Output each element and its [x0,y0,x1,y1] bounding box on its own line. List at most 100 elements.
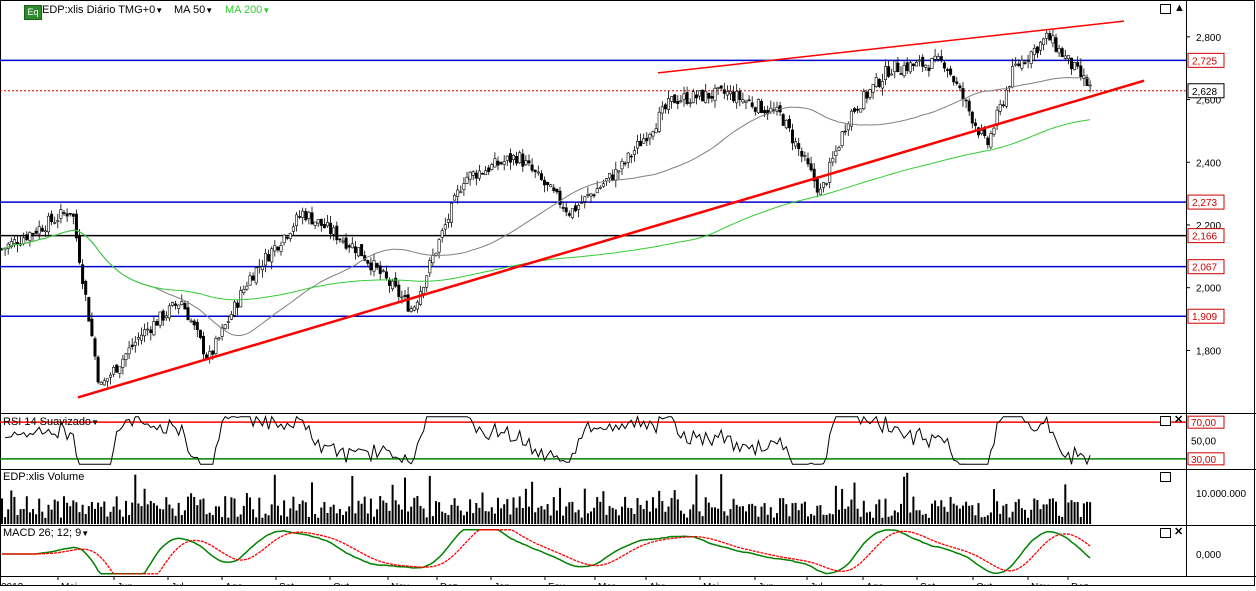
close-icon[interactable]: ✕ [1174,414,1184,426]
candle [614,168,618,181]
volume-bar [652,497,654,524]
candle [40,227,44,232]
candle [304,210,308,221]
candle [152,321,156,336]
volume-bar [559,487,561,524]
volume-bar [906,472,909,524]
candle [335,225,339,241]
volume-bar [630,508,633,524]
time-tick-label: 2012 [1,582,24,586]
candle [164,315,168,319]
candle [431,255,435,264]
ma200-dropdown[interactable]: MA 200▼ [225,4,270,16]
candle [124,353,128,360]
volume-bar [955,505,958,524]
rsi-dropdown[interactable]: RSI 14 Suavizado▼ [3,416,99,428]
candle [663,104,667,110]
candle [1060,48,1064,58]
price-label: 2,067 [1192,263,1217,274]
volume-bar [794,502,797,524]
candle [806,158,810,165]
candle [325,222,329,227]
candle [983,129,987,136]
volume-bar [301,500,304,524]
candle [555,188,559,193]
volume-bar [1086,501,1088,524]
volume-bar [512,497,515,524]
candle [508,153,512,163]
scroll-icon[interactable]: ▲ [1174,2,1185,14]
volume-bar [320,507,323,524]
volume-bar [441,511,444,524]
volume-bar [807,516,809,524]
volume-bar [568,502,571,524]
candle [78,235,82,263]
candle [747,99,751,102]
volume-bar [94,508,96,524]
candle [174,303,178,306]
candle [307,212,311,219]
volume-bar [351,476,354,524]
volume-bar [710,507,713,524]
volume-bar [35,514,38,524]
maximize-icon[interactable] [1160,472,1171,482]
volume-bar [472,513,475,524]
volume-group [1,472,1092,524]
candle [707,92,711,99]
candle [422,287,426,294]
candle [378,265,382,274]
macd-dropdown[interactable]: MACD 26; 12; 9▼ [3,527,89,539]
volume-bar [983,516,986,524]
candle [71,213,75,217]
volume-bar [887,516,890,524]
candle [468,171,472,180]
volume-bar [590,511,592,524]
candle [902,65,906,77]
volume-bar [214,506,217,524]
rsi-line [5,414,1091,466]
candle [865,91,869,99]
volume-bar [748,504,751,524]
volume-bar [946,511,949,524]
candle [502,161,506,165]
candle [180,301,184,305]
price-tick-label: 2,800 [1196,33,1221,44]
volume-bar [121,516,124,524]
close-icon[interactable]: ✕ [1174,526,1184,538]
volume-bar [13,496,16,524]
time-tick-label: Jul [810,582,823,586]
volume-bar [199,499,202,524]
candle [322,223,326,229]
maximize-icon[interactable] [1160,528,1171,538]
volume-bar [896,512,899,524]
volume-bar [723,511,726,524]
volume-bar [813,515,816,524]
maximize-icon[interactable] [1160,4,1171,14]
candle [257,266,261,268]
candle [818,188,822,195]
volume-bar [478,507,481,524]
candle [1026,60,1030,62]
candle [549,184,553,188]
candle [217,337,221,340]
volume-bar [314,514,317,524]
volume-bar [273,474,276,524]
rsi-tick-label: 30,00 [1191,455,1216,466]
maximize-icon[interactable] [1160,416,1171,426]
candle [474,172,478,179]
volume-bar [493,513,496,524]
volume-bar [19,509,22,524]
volume-bar [602,491,605,524]
candle [542,179,546,186]
time-tick-label: Jul [171,582,184,586]
volume-bar [565,506,568,524]
symbol-dropdown[interactable]: EDP:xlis Diário TMG+0▼ [42,4,163,16]
time-tick-label: Mai [61,582,77,586]
volume-bar [208,512,211,524]
ma50-dropdown[interactable]: MA 50▼ [174,4,213,16]
volume-bar [670,497,673,524]
volume-bar [915,510,918,524]
candle [952,76,956,83]
volume-bar [1064,484,1067,524]
volume-bar [490,507,493,524]
